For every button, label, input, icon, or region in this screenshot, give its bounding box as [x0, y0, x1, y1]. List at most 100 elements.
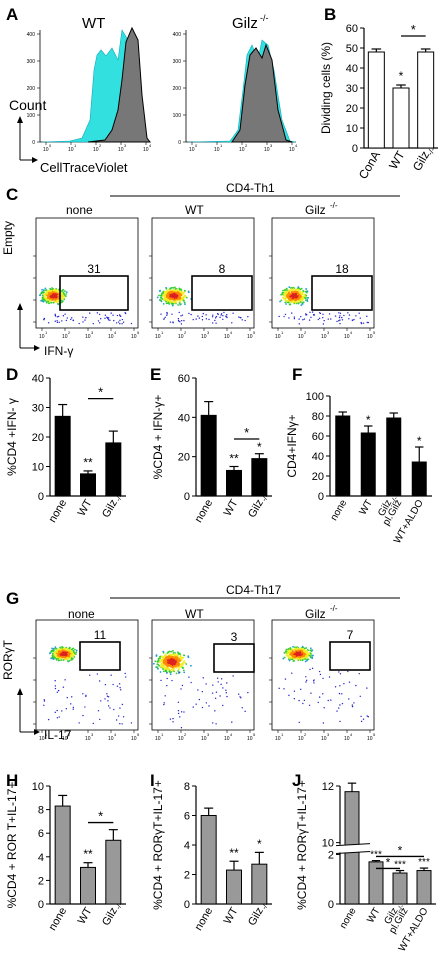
event-dot [222, 315, 224, 317]
event-dot [366, 321, 368, 324]
event-dot [295, 295, 298, 298]
tick-label: 10 [178, 334, 184, 340]
event-dot [175, 666, 178, 669]
event-dot [180, 303, 182, 305]
event-dot [305, 679, 308, 682]
histogram-gilz-sample [231, 43, 293, 143]
event-dot [43, 298, 46, 301]
event-dot [68, 655, 70, 658]
event-dot [172, 652, 175, 654]
event-dot [180, 323, 183, 325]
event-dot [231, 322, 233, 324]
event-dot [279, 300, 281, 303]
tick-label: 10 [108, 736, 114, 742]
tick-label: 10 [224, 736, 230, 742]
panel-c-header: CD4-Th1 [226, 181, 275, 195]
tick-label: 10 [275, 334, 281, 340]
x-tick-sup: -/- [115, 493, 125, 503]
event-dot [158, 294, 160, 297]
gate-percent: 11 [94, 628, 107, 642]
event-dot [195, 703, 197, 705]
event-dot [57, 315, 60, 318]
event-dot [78, 322, 80, 325]
event-dot [312, 680, 315, 682]
sig-star: * [411, 22, 416, 37]
event-dot [61, 656, 64, 659]
panel-letter-d: D [6, 365, 18, 384]
event-dot [177, 317, 180, 320]
event-dot [106, 695, 109, 697]
y-tick-label: 10 [32, 781, 44, 793]
event-dot [178, 671, 180, 673]
event-dot [322, 313, 324, 315]
event-dot [226, 313, 228, 316]
y-tick-label: 20 [312, 471, 324, 483]
event-dot [47, 718, 50, 721]
event-dot [122, 716, 125, 718]
event-dot [244, 319, 246, 322]
event-dot [171, 289, 173, 291]
event-dot [156, 660, 159, 663]
a-xtick-exp: 2 [99, 143, 102, 148]
tick-exp: 4 [230, 732, 233, 737]
event-dot [280, 293, 283, 296]
event-dot [289, 299, 292, 302]
event-dot [302, 648, 304, 650]
dotplot-frame [271, 619, 375, 731]
event-dot [347, 312, 349, 314]
event-dot [312, 654, 314, 657]
event-dot [348, 681, 351, 683]
event-dot [367, 716, 369, 718]
event-dot [72, 708, 74, 710]
event-dot [166, 677, 168, 680]
event-dot [57, 648, 60, 651]
bar [54, 415, 71, 497]
gate-percent: 7 [347, 628, 354, 642]
event-dot [305, 650, 308, 653]
event-dot [164, 296, 167, 298]
event-dot [283, 295, 286, 297]
tick-label: 10 [155, 736, 161, 742]
sig-star: * [366, 413, 371, 427]
a-xtick-exp: 1 [74, 143, 77, 148]
event-dot [297, 286, 300, 288]
a-ytick-label: 300 [173, 59, 182, 65]
gate-box [329, 641, 371, 671]
event-dot [241, 707, 243, 709]
tick-exp: 1 [45, 330, 48, 335]
y-tick-label: 50 [346, 43, 358, 55]
event-dot [168, 664, 171, 666]
event-dot [301, 651, 303, 654]
event-dot [163, 703, 165, 706]
event-dot [63, 648, 65, 650]
event-dot [121, 323, 123, 325]
tick-label: 10 [131, 736, 137, 742]
event-dot [46, 296, 49, 299]
event-dot [334, 686, 337, 688]
event-dot [288, 694, 290, 697]
bar [226, 869, 242, 905]
event-dot [309, 649, 312, 652]
event-dot [360, 715, 362, 718]
event-dot [297, 649, 300, 652]
event-dot [219, 695, 221, 697]
event-dot [70, 654, 73, 656]
event-dot [119, 319, 121, 322]
event-dot [310, 650, 313, 653]
event-dot [211, 316, 214, 318]
event-dot [293, 317, 296, 320]
event-dot [303, 650, 306, 653]
event-dot [180, 659, 183, 662]
event-dot [75, 649, 78, 652]
event-dot [53, 289, 55, 292]
y-axis-label: %CD4 + RORγT+IL-17+ [151, 780, 165, 910]
event-dot [172, 286, 175, 289]
event-dot [162, 651, 165, 654]
event-dot [42, 300, 45, 303]
event-dot [178, 302, 181, 304]
a-xtick-label: 10 [239, 147, 245, 153]
event-dot [67, 649, 70, 652]
event-dot [65, 293, 68, 295]
event-dot [73, 656, 76, 658]
